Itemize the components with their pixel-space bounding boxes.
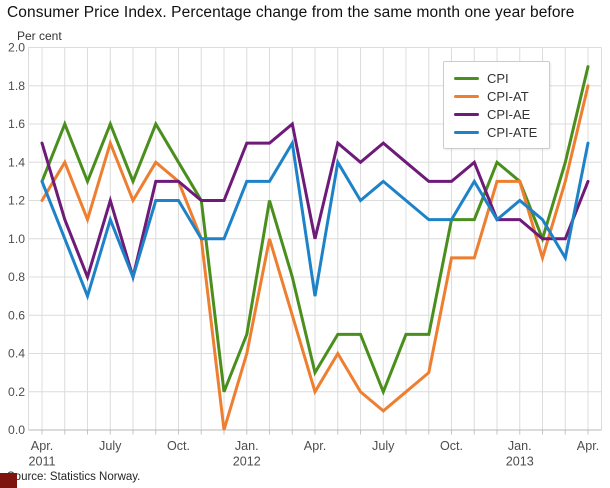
x-axis-tick-label: July	[372, 439, 395, 453]
brand-logo-mark	[0, 473, 17, 488]
x-axis-tick-label: Oct.	[440, 439, 463, 453]
x-axis-tick-label: Oct.	[167, 439, 190, 453]
legend-line-swatch	[454, 112, 479, 116]
y-axis-tick-label: 0.4	[8, 347, 25, 361]
legend-item-CPI-ATE[interactable]: CPI-ATE	[454, 123, 537, 141]
legend-line-swatch	[454, 94, 479, 98]
y-axis-tick-label: 2.0	[8, 41, 25, 55]
legend-item-CPI[interactable]: CPI	[454, 69, 537, 87]
source-label: Source: Statistics Norway.	[7, 471, 141, 483]
y-axis-tick-label: 1.8	[8, 79, 25, 93]
legend-line-swatch	[454, 76, 479, 80]
y-axis-unit-label: Per cent	[17, 29, 62, 43]
y-axis-tick-label: 0.2	[8, 385, 25, 399]
y-axis-tick-label: 1.2	[8, 194, 25, 208]
legend-line-swatch	[454, 130, 479, 134]
legend-label: CPI-AT	[487, 88, 529, 104]
x-axis-tick-label: 2012	[233, 455, 261, 469]
y-axis-tick-label: 0.8	[8, 270, 25, 284]
y-axis-tick-label: 1.6	[8, 117, 25, 131]
y-axis-tick-label: 0.0	[8, 423, 25, 437]
series-line-CPI-ATE	[40, 138, 590, 301]
y-axis-tick-label: 1.4	[8, 155, 25, 169]
legend: CPI CPI-AT CPI-AE CPI-ATE	[443, 61, 551, 149]
y-axis-tick-label: 0.6	[8, 308, 25, 322]
series-line-CPI	[40, 65, 590, 396]
legend-label: CPI	[487, 70, 509, 86]
x-axis-tick-label: Jan.	[235, 439, 259, 453]
x-axis-tick-label: Apr.	[577, 439, 599, 453]
legend-label: CPI-AE	[487, 106, 531, 122]
x-axis-tick-label: Jan.	[508, 439, 532, 453]
x-axis-tick-label: 2011	[28, 455, 55, 469]
x-axis-tick-label: 2013	[506, 455, 534, 469]
series-line-CPI-AT	[40, 84, 590, 431]
x-axis-tick-label: July	[99, 439, 122, 453]
legend-item-CPI-AE[interactable]: CPI-AE	[454, 105, 537, 123]
legend-label: CPI-ATE	[487, 124, 538, 140]
y-axis-tick-label: 1.0	[8, 232, 25, 246]
chart-title: Consumer Price Index. Percentage change …	[7, 4, 575, 21]
x-axis-tick-label: Apr.	[304, 439, 326, 453]
x-axis-tick-label: Apr.	[31, 439, 53, 453]
legend-item-CPI-AT[interactable]: CPI-AT	[454, 87, 537, 105]
